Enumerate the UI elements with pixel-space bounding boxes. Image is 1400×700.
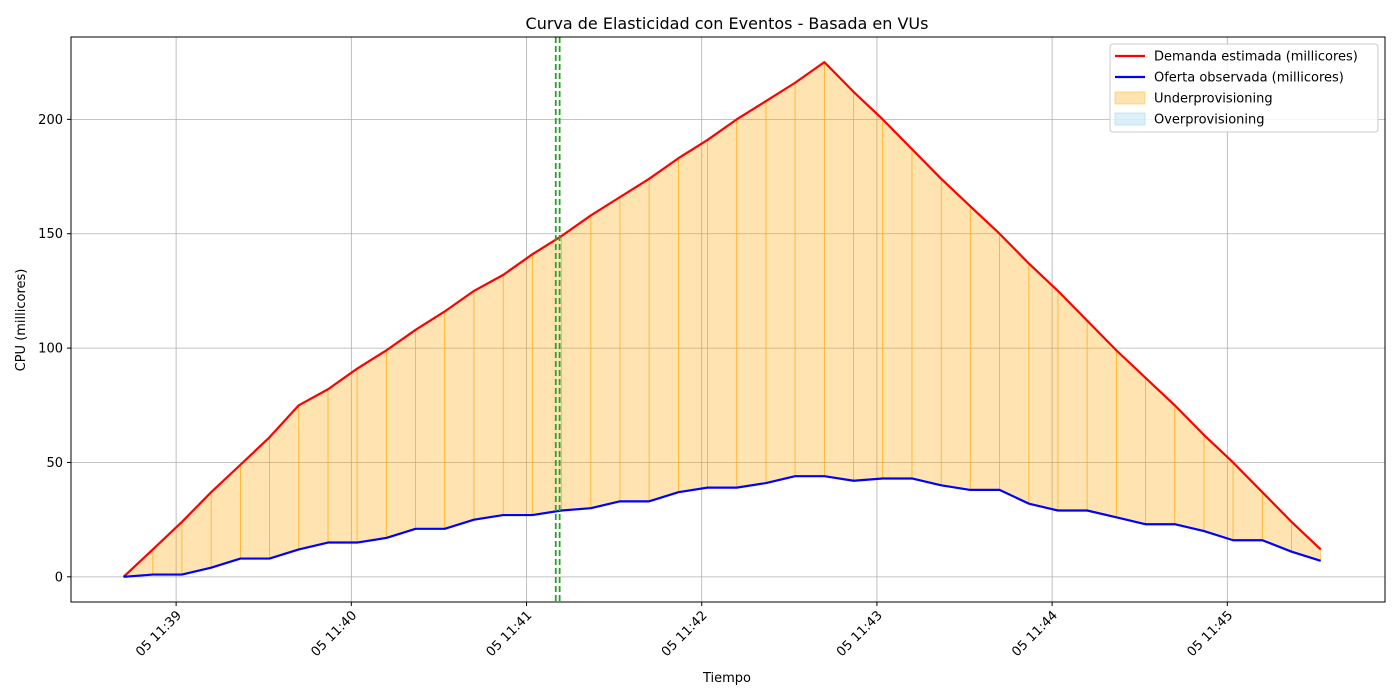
x-tick-label: 05 11:45 xyxy=(1184,608,1236,660)
underprovisioning-segment xyxy=(648,157,679,502)
series-lines xyxy=(122,61,1322,578)
underprovisioning-segment xyxy=(969,205,1000,491)
y-tick-label: 0 xyxy=(55,570,63,585)
underprovisioning-segment xyxy=(590,196,621,509)
underprovisioning-segment xyxy=(356,349,387,543)
legend-overprovisioning-label: Overprovisioning xyxy=(1154,113,1265,128)
underprovisioning-segment xyxy=(473,274,504,521)
underprovisioning-segment xyxy=(240,436,270,559)
x-tick-label: 05 11:40 xyxy=(308,608,360,660)
fill-areas xyxy=(122,61,1322,578)
underprovisioning-segment xyxy=(882,118,913,479)
underprovisioning-segment xyxy=(327,367,358,543)
underprovisioning-segment xyxy=(1028,262,1059,512)
underprovisioning-segment xyxy=(823,61,855,482)
underprovisioning-segment xyxy=(1057,289,1088,511)
underprovisioning-segment xyxy=(181,491,212,576)
underprovisioning-segment xyxy=(1086,319,1117,518)
supply-line xyxy=(123,475,1322,578)
y-tick-label: 150 xyxy=(38,227,63,242)
y-tick-label: 200 xyxy=(38,113,63,128)
underprovisioning-segment xyxy=(794,61,825,477)
chart-title: Curva de Elasticidad con Eventos - Basad… xyxy=(526,14,929,33)
x-tick-label: 05 11:39 xyxy=(133,608,185,660)
legend-overprovisioning-swatch xyxy=(1114,112,1146,126)
legend-demand-label: Demanda estimada (millicores) xyxy=(1154,50,1358,65)
underprovisioning-segment xyxy=(853,90,884,482)
underprovisioning-segment xyxy=(911,148,942,486)
x-tick-label: 05 11:44 xyxy=(1009,608,1061,660)
demand-line xyxy=(122,61,1322,578)
underprovisioning-segment xyxy=(619,178,650,502)
x-tick-label: 05 11:42 xyxy=(659,608,711,660)
underprovisioning-segment xyxy=(531,235,562,516)
underprovisioning-segment xyxy=(385,329,417,539)
underprovisioning-segment xyxy=(999,232,1030,505)
underprovisioning-segment xyxy=(940,177,971,491)
underprovisioning-segment xyxy=(444,290,475,530)
underprovisioning-segment xyxy=(1232,461,1263,541)
underprovisioning-segment xyxy=(1116,349,1146,525)
underprovisioning-segment xyxy=(298,388,329,550)
legend-box xyxy=(1109,43,1379,133)
legend-supply-label: Oferta observada (millicores) xyxy=(1154,71,1344,86)
event-markers xyxy=(554,37,561,602)
underprovisioning-segment xyxy=(736,100,767,489)
underprovisioning-segment xyxy=(1291,521,1322,562)
x-tick-label: 05 11:41 xyxy=(484,608,536,660)
underprovisioning-segment xyxy=(415,310,446,530)
y-tick-label: 100 xyxy=(38,342,63,357)
underprovisioning-segment xyxy=(1203,434,1234,541)
underprovisioning-segment xyxy=(210,463,241,569)
plot-frame xyxy=(70,36,1386,603)
underprovisioning-segment xyxy=(269,404,300,560)
underprovisioning-segment xyxy=(561,214,592,511)
legend-underprovisioning-swatch xyxy=(1114,91,1146,105)
y-tick-label: 50 xyxy=(46,456,63,471)
underprovisioning-segment xyxy=(678,139,708,493)
underprovisioning-segment xyxy=(765,82,796,484)
y-axis-label: CPU (millicores) xyxy=(14,269,29,372)
underprovisioning-segment xyxy=(502,253,533,516)
x-axis-label: Tiempo xyxy=(702,671,751,686)
legend: Demanda estimada (millicores) Oferta obse… xyxy=(1109,43,1379,133)
legend-underprovisioning-label: Underprovisioning xyxy=(1154,92,1273,107)
underprovisioning-segment xyxy=(707,118,738,489)
x-tick-label: 05 11:43 xyxy=(834,608,886,660)
underprovisioning-segment xyxy=(1174,404,1205,532)
underprovisioning-segment xyxy=(152,521,183,575)
